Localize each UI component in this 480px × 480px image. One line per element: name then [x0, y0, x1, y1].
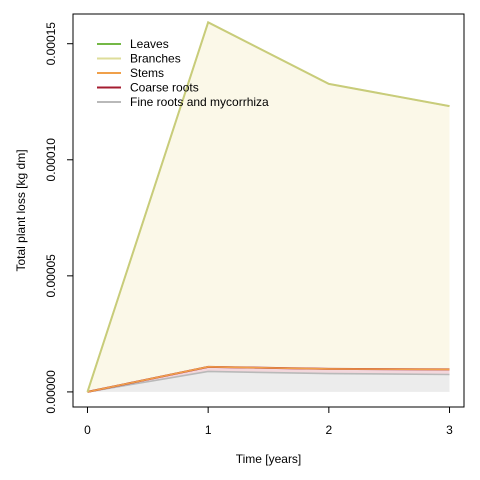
- legend-label-stems: Stems: [130, 66, 164, 80]
- y-tick-label: 0.00005: [44, 254, 58, 298]
- area-fine-roots-and-mycorrhiza: [87, 371, 450, 392]
- line-leaves: [86, 20, 450, 393]
- series-lines: [86, 20, 450, 393]
- x-tick-label: 0: [84, 423, 91, 437]
- legend-label-branches: Branches: [130, 52, 181, 66]
- legend-label-leaves: Leaves: [130, 37, 169, 51]
- y-axis-title: Total plant loss [kg dm]: [14, 149, 28, 271]
- plot-frame: [72, 13, 465, 408]
- legend-label-coarse-roots: Coarse roots: [130, 81, 199, 95]
- line-fine-roots-and-mycorrhiza: [87, 370, 450, 393]
- x-tick-label: 2: [325, 423, 332, 437]
- x-axis: 0 1 2 3: [84, 407, 453, 437]
- y-tick-label: 0.00010: [44, 138, 58, 182]
- x-tick-label: 1: [205, 423, 212, 437]
- y-tick-label: 0.00000: [44, 370, 58, 414]
- y-tick-label: 0.00015: [44, 22, 58, 66]
- x-tick-label: 3: [446, 423, 453, 437]
- x-axis-title: Time [years]: [236, 452, 302, 466]
- legend-label-fine-roots-and-mycorrhiza: Fine roots and mycorrhiza: [130, 95, 269, 109]
- y-axis: 0.00000 0.00005 0.00010 0.00015: [44, 22, 73, 414]
- line-stems: [87, 366, 450, 393]
